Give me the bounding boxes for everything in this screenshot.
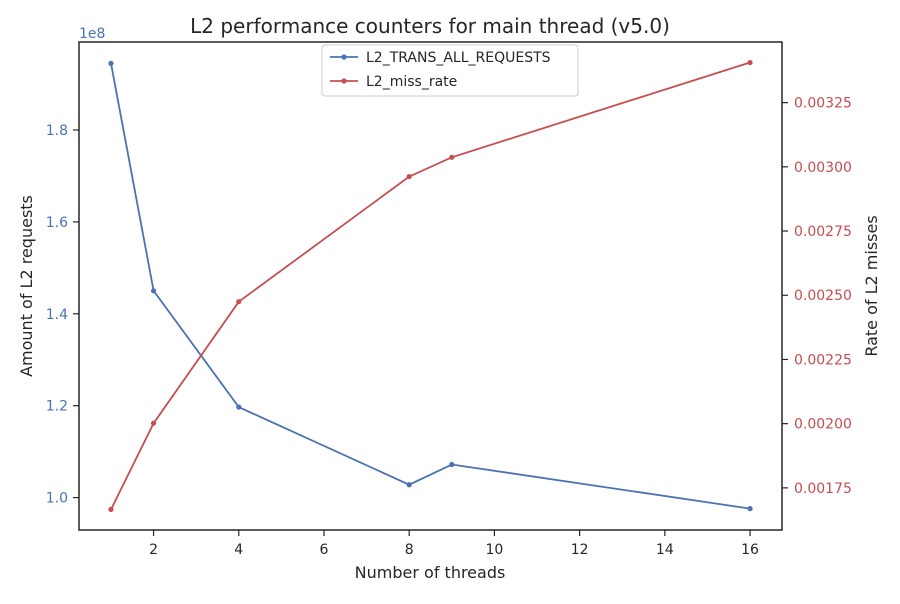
x-tick-label: 6 — [320, 542, 329, 558]
right-y-tick-label: 0.00250 — [794, 288, 852, 304]
data-point — [449, 154, 455, 160]
data-point — [449, 461, 455, 468]
legend: L2_TRANS_ALL_REQUESTS L2_miss_rate — [321, 44, 579, 97]
left-y-tick-label: 1.2 — [46, 399, 68, 415]
data-point — [406, 482, 412, 488]
left-axis-offset-label: 1e8 — [79, 26, 105, 42]
data-point — [150, 288, 157, 294]
x-tick-label: 12 — [571, 542, 589, 558]
plot-area: 2 4 6 8 10 12 14 16 1.0 1.2 1.4 1.6 1.8 0.00175 0.0020… — [46, 41, 852, 558]
left-y-axis-label: Amount of L2 requests — [17, 195, 36, 377]
x-tick-label: 14 — [656, 542, 674, 558]
right-y-tick-label: 0.00200 — [794, 417, 852, 433]
right-y-tick-label: 0.00325 — [794, 96, 852, 112]
data-point — [406, 173, 412, 180]
right-y-axis-label: Rate of L2 misses — [862, 215, 881, 356]
legend-label: L2_TRANS_ALL_REQUESTS — [366, 50, 551, 66]
x-tick-label: 4 — [234, 542, 243, 558]
right-y-tick-label: 0.00175 — [794, 481, 852, 497]
x-tick-label: 2 — [149, 542, 158, 558]
data-point — [747, 506, 753, 512]
right-y-tick-label: 0.00300 — [794, 160, 852, 176]
data-point — [236, 299, 242, 305]
left-y-tick-label: 1.6 — [46, 215, 68, 231]
plot-frame — [78, 41, 783, 531]
chart-title: L2 performance counters for main thread … — [190, 14, 670, 38]
x-tick-label: 8 — [405, 542, 414, 558]
right-y-tick-label: 0.00275 — [794, 224, 852, 240]
legend-box — [321, 44, 579, 97]
legend-marker — [341, 78, 347, 84]
data-point — [747, 59, 753, 66]
data-point — [236, 404, 242, 410]
x-tick-label: 16 — [741, 542, 759, 558]
left-y-tick-label: 1.0 — [46, 491, 68, 507]
series-line-L2_TRANS_ALL_REQUESTS — [110, 63, 751, 510]
data-point — [150, 420, 157, 426]
x-tick-label: 10 — [485, 542, 503, 558]
left-y-tick-label: 1.4 — [46, 307, 68, 323]
x-axis-label: Number of threads — [355, 563, 506, 582]
data-point — [108, 60, 114, 66]
legend-label: L2_miss_rate — [366, 74, 457, 90]
legend-marker — [341, 54, 347, 60]
left-y-tick-label: 1.8 — [46, 123, 68, 139]
right-y-tick-label: 0.00225 — [794, 352, 852, 368]
data-point — [108, 506, 114, 513]
series-line-L2_miss_rate — [110, 61, 751, 510]
